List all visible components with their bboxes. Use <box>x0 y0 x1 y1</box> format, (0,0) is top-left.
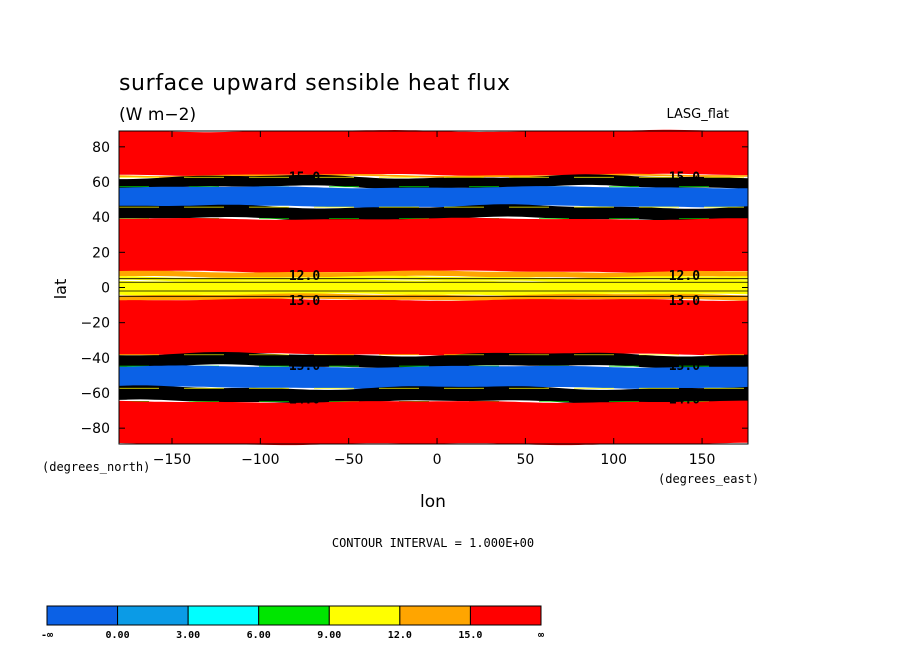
contour-label: 13.0 <box>669 294 700 309</box>
x-axis-label: lon <box>420 492 446 512</box>
colorbar-swatch <box>46 605 119 626</box>
y-axis-label: lat <box>51 279 70 300</box>
colorbar-tick-label: 15.0 <box>458 630 482 641</box>
contour-band-gt15 <box>119 400 748 446</box>
y-tick-label: 20 <box>92 245 110 261</box>
colorbar-swatch <box>187 605 260 626</box>
x-axis: −150 −100 −50 0 50 100 150 <box>153 131 716 468</box>
y-axis-units: (degrees_north) <box>42 460 150 474</box>
y-tick-label: 60 <box>92 175 110 191</box>
x-tick-label: −100 <box>241 452 279 468</box>
contour-labels: 15.0 15.0 12.0 12.0 13.0 13.0 15.0 15.0 14.0 14.0 <box>289 171 700 408</box>
contour-band-contour-dense <box>119 204 748 222</box>
contour-label: 14.0 <box>289 392 320 407</box>
contour-band-0to3 <box>119 186 748 208</box>
colorbar-swatch <box>469 605 542 626</box>
y-tick-label: 80 <box>92 140 110 156</box>
contour-label: 15.0 <box>289 359 320 374</box>
colorbar-tick-label: 9.00 <box>317 630 341 641</box>
colorbar-tick-label: 3.00 <box>176 630 200 641</box>
x-tick-label: −150 <box>153 452 191 468</box>
colorbar-tick-label: ∞ <box>538 630 544 641</box>
y-axis: 80 60 40 20 0 −20 −40 −60 −80 <box>80 140 748 437</box>
contour-band-gt15 <box>119 129 748 177</box>
x-tick-label: 50 <box>516 452 534 468</box>
contour-label: 12.0 <box>289 269 320 284</box>
contour-band-contour-dense <box>119 352 748 369</box>
contour-label: 14.0 <box>669 392 700 407</box>
chart-units: (W m−2) <box>119 105 196 125</box>
colorbar-swatch <box>328 605 401 626</box>
x-axis-units: (degrees_east) <box>658 472 759 486</box>
y-tick-label: −60 <box>80 386 110 402</box>
colorbar-tick-label: 12.0 <box>388 630 412 641</box>
contour-label: 13.0 <box>289 294 320 309</box>
contour-label: 12.0 <box>669 269 700 284</box>
contour-band-gt15 <box>119 217 748 273</box>
x-tick-label: −50 <box>334 452 364 468</box>
contour-label: 15.0 <box>669 171 700 186</box>
x-tick-label: 100 <box>600 452 627 468</box>
contour-band-gt15 <box>119 298 748 356</box>
colorbar: -∞ 0.00 3.00 6.00 9.00 12.0 15.0 ∞ <box>41 605 544 641</box>
contour-band-contour-dense <box>119 385 748 404</box>
contour-band-contour-dense <box>119 174 748 190</box>
colorbar-tick-label: 0.00 <box>106 630 130 641</box>
colorbar-tick-label: -∞ <box>41 630 53 641</box>
contour-band-12to15 <box>119 270 748 279</box>
y-tick-label: −20 <box>80 316 110 332</box>
colorbar-swatch <box>399 605 471 626</box>
contour-label: 15.0 <box>289 171 320 186</box>
model-label: LASG_flat <box>666 107 729 122</box>
y-tick-label: −40 <box>80 351 110 367</box>
y-tick-label: −80 <box>80 421 110 437</box>
y-tick-label: 40 <box>92 210 110 226</box>
x-tick-label: 0 <box>433 452 442 468</box>
contour-interval: CONTOUR INTERVAL = 1.000E+00 <box>332 536 534 550</box>
contour-band-0to3 <box>119 365 748 389</box>
contour-label: 15.0 <box>669 359 700 374</box>
x-tick-label: 150 <box>689 452 716 468</box>
contour-band-9to12-core <box>119 279 748 296</box>
colorbar-tick-label: 6.00 <box>247 630 271 641</box>
colorbar-swatch <box>258 605 330 626</box>
contour-field <box>119 129 748 446</box>
chart-title: surface upward sensible heat flux <box>119 71 511 96</box>
colorbar-swatch <box>117 605 189 626</box>
y-tick-label: 0 <box>101 281 110 297</box>
